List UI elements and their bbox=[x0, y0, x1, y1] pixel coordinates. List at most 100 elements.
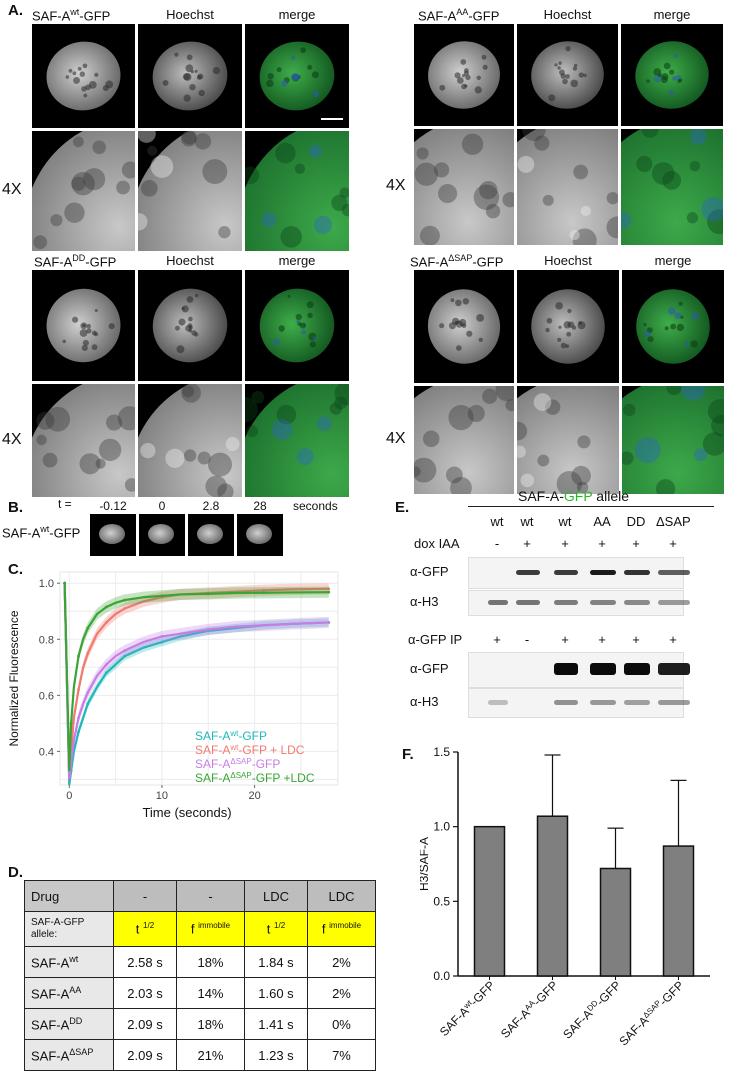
series-point bbox=[69, 721, 73, 725]
bar bbox=[536, 815, 569, 977]
construct-title: SAF-AAA-GFP bbox=[418, 7, 500, 24]
hoechst-image bbox=[138, 24, 242, 128]
legend-entry: SAF-AΔSAP-GFP bbox=[195, 757, 280, 771]
category-label: SAF-AAA-GFP bbox=[498, 978, 561, 1041]
allele-title: SAF-A-GFP allele bbox=[518, 488, 630, 504]
blot-band bbox=[488, 599, 508, 605]
blot-band bbox=[590, 663, 616, 675]
channel-title: merge bbox=[654, 253, 692, 268]
value-cell: 0% bbox=[306, 1008, 377, 1040]
series-point bbox=[77, 716, 80, 720]
hoechst-zoom-image bbox=[138, 384, 242, 497]
kinetics-table: Drug - - LDC LDC SAF-A-GFP allele: t 1/2… bbox=[24, 880, 377, 1071]
gfp-zoom-image bbox=[32, 131, 135, 251]
value-cell: 2% bbox=[306, 946, 377, 978]
blot-band bbox=[590, 699, 616, 705]
table-subheader-cell: f immobile bbox=[306, 911, 377, 947]
series-point bbox=[104, 621, 108, 624]
series-error-band bbox=[64, 577, 329, 777]
lane-label: ΔSAP bbox=[656, 514, 691, 529]
blot-band bbox=[516, 569, 540, 575]
construct-title: SAF-AΔSAP-GFP bbox=[410, 253, 504, 270]
x-axis-label: Time (seconds) bbox=[142, 805, 231, 820]
frap-time-label: 0 bbox=[158, 499, 166, 513]
ip-sign: + bbox=[632, 632, 640, 647]
series-line bbox=[63, 583, 329, 786]
series-point bbox=[262, 588, 266, 592]
hoechst-image bbox=[517, 270, 619, 383]
value-cell: 1.84 s bbox=[243, 946, 308, 978]
frap-frame-image bbox=[90, 514, 136, 556]
blot-band bbox=[658, 699, 690, 705]
table-header-cell: LDC bbox=[243, 880, 308, 912]
value-cell: 2% bbox=[306, 977, 377, 1009]
lane-label: DD bbox=[626, 514, 646, 529]
category-label: SAF-Awt-GFP bbox=[437, 978, 498, 1039]
blot-band bbox=[658, 569, 690, 575]
dox-sign: + bbox=[523, 536, 531, 551]
table-subheader-cell: t 1/2 bbox=[113, 911, 177, 947]
blot-band bbox=[658, 663, 690, 675]
gfp-zoom-image bbox=[32, 384, 135, 497]
bar bbox=[599, 867, 632, 977]
construct-title: SAF-ADD-GFP bbox=[34, 253, 117, 270]
blot-band bbox=[554, 663, 578, 675]
table-header-row: Drug - - LDC LDC bbox=[24, 880, 377, 912]
series-point bbox=[262, 591, 266, 595]
merge-image bbox=[245, 24, 349, 128]
y-tick-label: 0.6 bbox=[39, 690, 54, 702]
frap-frame-image bbox=[188, 514, 234, 556]
merge-image bbox=[622, 270, 724, 383]
panel-label-f: F. bbox=[402, 746, 414, 763]
frap-frame-image bbox=[237, 514, 283, 556]
blot-band bbox=[554, 599, 578, 605]
channel-title: merge bbox=[278, 7, 316, 22]
y-axis-label: Normalized Fluorescence bbox=[7, 610, 21, 746]
bar bbox=[662, 845, 695, 977]
y-tick-label: 0.5 bbox=[433, 894, 450, 908]
series-point bbox=[77, 688, 80, 692]
dox-sign: + bbox=[561, 536, 569, 551]
x-tick-label: 20 bbox=[248, 790, 260, 802]
blot-band bbox=[624, 699, 650, 705]
gfp-image bbox=[414, 270, 514, 383]
value-cell: 1.41 s bbox=[243, 1008, 308, 1040]
x-tick-label: 10 bbox=[156, 790, 168, 802]
merge-zoom-image bbox=[621, 129, 723, 245]
channel-title: Hoechst bbox=[166, 7, 214, 22]
panel-label-c: C. bbox=[8, 561, 23, 578]
series-point bbox=[206, 592, 210, 596]
y-tick-label: 0.8 bbox=[39, 634, 54, 646]
zoom-label: 4X bbox=[386, 430, 406, 447]
blot-band bbox=[590, 599, 616, 605]
series-point bbox=[104, 605, 108, 609]
y-tick-label: 0.4 bbox=[39, 746, 54, 758]
frap-time-label: 2.8 bbox=[202, 499, 220, 513]
blot-antibody-label: α-GFP bbox=[410, 564, 449, 579]
series-line bbox=[63, 583, 329, 772]
category-label: SAF-AΔSAP-GFP bbox=[616, 978, 686, 1048]
ip-sign: + bbox=[493, 632, 501, 647]
series-point bbox=[86, 691, 90, 694]
y-tick-label: 0.0 bbox=[433, 969, 450, 983]
construct-title: SAF-Awt-GFP bbox=[32, 7, 111, 24]
merge-image bbox=[245, 270, 349, 381]
blot-band bbox=[554, 699, 578, 705]
value-cell: 14% bbox=[175, 977, 245, 1009]
lane-label: AA bbox=[593, 514, 611, 529]
table-subheader-cell: f immobile bbox=[175, 911, 245, 947]
series-point bbox=[123, 649, 127, 652]
hoechst-zoom-image bbox=[517, 386, 619, 494]
blot-antibody-label: α-H3 bbox=[410, 594, 439, 609]
series-line bbox=[63, 583, 329, 780]
series-error-band bbox=[64, 577, 329, 785]
dox-sign: + bbox=[632, 536, 640, 551]
ip-sign: + bbox=[561, 632, 569, 647]
x-tick-label: 0 bbox=[66, 790, 72, 802]
h3-ratio-bar-chart: 0.0 0.5 1.0 1.5 H3/SAF-A SAF-Awt-GFPSAF-AAA-G… bbox=[420, 745, 710, 1048]
allele-column-label: SAF-A-GFP allele: bbox=[24, 911, 114, 947]
series-point bbox=[77, 654, 80, 658]
panel-label-b: B. bbox=[8, 499, 23, 516]
ip-sign: + bbox=[598, 632, 606, 647]
series-point bbox=[160, 594, 164, 598]
